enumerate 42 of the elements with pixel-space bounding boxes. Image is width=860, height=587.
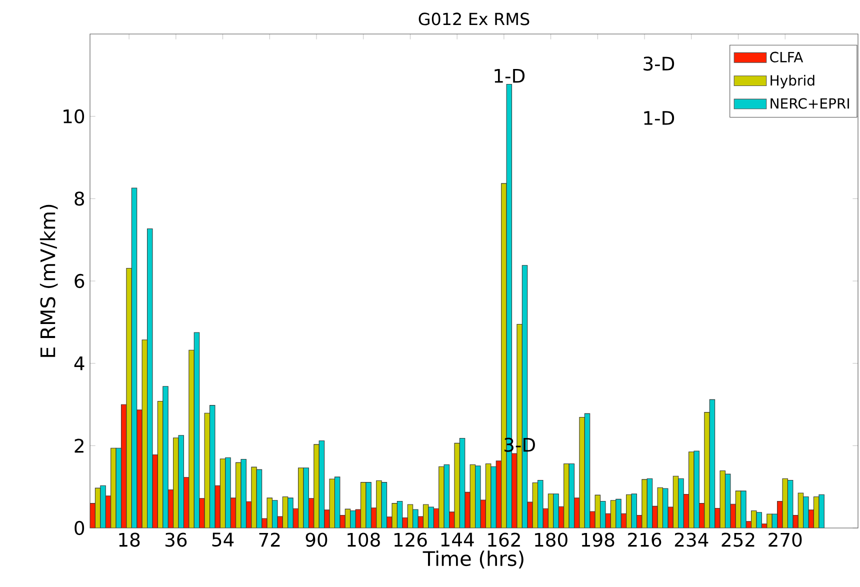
legend-label: Hybrid <box>770 74 814 88</box>
x-tick-label: 252 <box>722 532 754 547</box>
x-tick-label: 72 <box>259 532 280 547</box>
x-axis-title: Time (hrs) <box>422 550 524 568</box>
x-tick-label: 36 <box>165 532 187 547</box>
annotation: 1-D <box>494 69 525 83</box>
chart-title: G012 Ex RMS <box>418 12 530 26</box>
x-tick-label: 270 <box>768 532 802 547</box>
x-tick-label: 18 <box>119 532 140 547</box>
annotation: 3-D <box>644 56 674 71</box>
x-tick-label: 198 <box>582 532 614 547</box>
y-tick-label: 4 <box>74 356 84 370</box>
annotation: 1-D <box>644 111 674 125</box>
x-tick-label: 126 <box>394 532 427 547</box>
x-tick-label: 90 <box>306 532 328 547</box>
x-tick-label: 144 <box>441 532 474 546</box>
y-tick-label: 2 <box>74 438 84 453</box>
y-tick-label: 0 <box>74 520 84 536</box>
x-tick-label: 108 <box>348 532 380 547</box>
legend-label: NERC+EPRI <box>770 98 849 109</box>
bar <box>642 479 648 528</box>
bar <box>376 480 382 528</box>
bar <box>314 444 320 528</box>
x-tick-label: 216 <box>628 532 662 547</box>
y-tick-label: 6 <box>74 274 84 288</box>
x-tick-label: 162 <box>488 532 520 547</box>
y-tick-label: 8 <box>74 192 84 206</box>
x-tick-label: 54 <box>212 532 234 547</box>
bar <box>616 498 622 528</box>
bar <box>100 485 106 528</box>
x-tick-label: 180 <box>535 532 568 547</box>
bar <box>704 412 710 528</box>
annotation: 3-D <box>504 438 535 452</box>
bar <box>251 466 257 528</box>
bar <box>553 494 559 528</box>
bar <box>678 478 684 528</box>
y-tick-label: 10 <box>64 109 84 124</box>
bar <box>225 457 231 528</box>
legend-label: CLFA <box>770 52 804 62</box>
bar <box>162 386 168 528</box>
x-tick-label: 234 <box>674 532 708 547</box>
y-axis-title: E RMS (mV/km) <box>40 204 58 357</box>
